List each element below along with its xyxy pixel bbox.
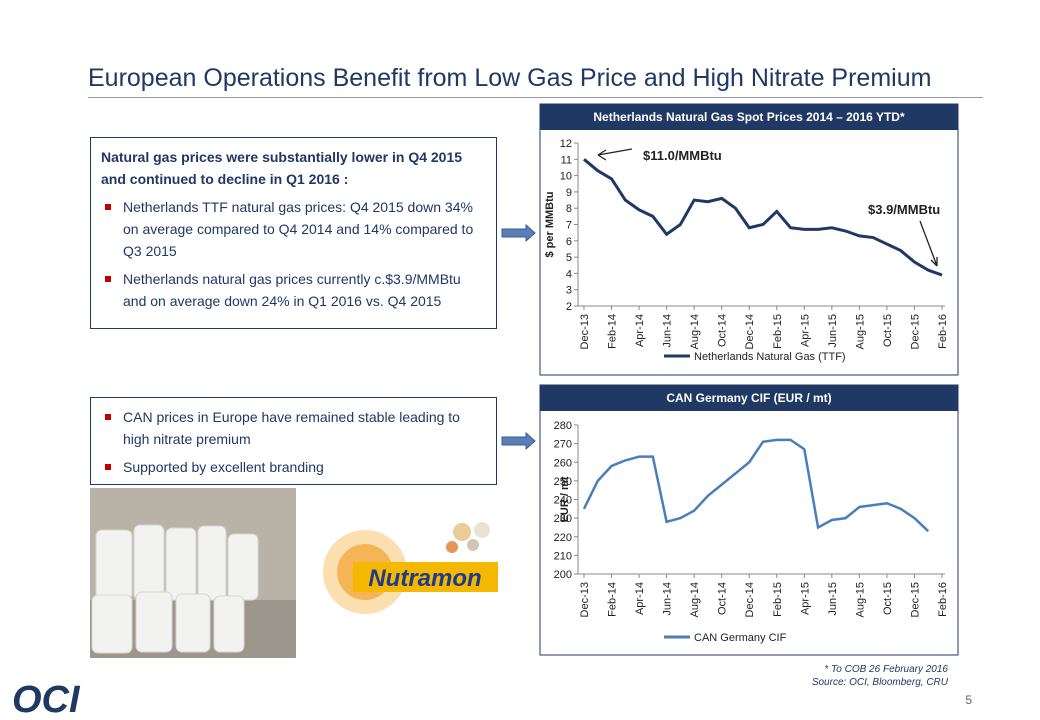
y-tick-label: 12	[560, 138, 572, 150]
y-tick-label: 260	[554, 457, 572, 469]
company-logo: OCI	[12, 679, 81, 720]
x-tick-label: Aug-15	[854, 314, 866, 349]
y-tick-label: 2	[566, 301, 572, 313]
legend-label: CAN Germany CIF	[694, 632, 787, 644]
y-tick-label: 220	[554, 532, 572, 544]
chart-title: CAN Germany CIF (EUR / mt)	[666, 391, 831, 405]
x-tick-label: Dec-14	[744, 314, 756, 349]
x-tick-label: Aug-14	[689, 314, 701, 349]
y-axis-label: EUR / mt	[559, 476, 571, 522]
y-tick-label: 6	[566, 236, 572, 248]
chart-title: Netherlands Natural Gas Spot Prices 2014…	[593, 110, 905, 124]
x-tick-label: Oct-14	[717, 582, 729, 615]
x-tick-label: Aug-15	[854, 582, 866, 617]
y-tick-label: 7	[566, 220, 572, 232]
chart-header	[540, 104, 958, 130]
bullet: Netherlands natural gas prices currently…	[105, 268, 486, 312]
x-tick-label: Feb-16	[937, 314, 949, 349]
series-line	[582, 438, 930, 533]
photo	[90, 488, 296, 658]
x-tick-label: Jun-14	[662, 582, 674, 616]
x-tick-label: Jun-14	[662, 314, 674, 348]
series-line	[583, 158, 943, 277]
text-box: Natural gas prices were substantially lo…	[90, 137, 497, 329]
bullet: Netherlands TTF natural gas prices: Q4 2…	[105, 196, 486, 262]
slide-title: European Operations Benefit from Low Gas…	[88, 64, 932, 92]
x-tick-label: Dec-13	[579, 314, 591, 349]
y-tick-label: 8	[566, 203, 572, 215]
x-tick-label: Feb-15	[772, 314, 784, 349]
x-tick-label: Dec-13	[579, 582, 591, 617]
x-tick-label: Oct-15	[882, 314, 894, 347]
x-tick-label: Dec-15	[909, 314, 921, 349]
annotation: $3.9/MMBtu	[868, 202, 940, 217]
annotation: $11.0/MMBtu	[643, 148, 722, 163]
y-tick-label: 11	[561, 154, 572, 166]
x-tick-label: Jun-15	[827, 314, 839, 348]
x-tick-label: Aug-14	[689, 582, 701, 617]
x-tick-label: Feb-14	[607, 314, 619, 349]
charts: Netherlands Natural Gas Spot Prices 2014…	[539, 103, 959, 656]
x-tick-label: Apr-15	[799, 582, 811, 615]
text-box: CAN prices in Europe have remained stabl…	[90, 397, 497, 485]
y-tick-label: 4	[566, 268, 572, 280]
bullet: Supported by excellent branding	[105, 456, 486, 478]
y-tick-label: 280	[554, 420, 572, 432]
y-tick-label: 3	[566, 285, 572, 297]
x-tick-label: Feb-14	[607, 582, 619, 617]
x-tick-label: Oct-15	[882, 582, 894, 615]
rule	[88, 97, 983, 98]
x-tick-label: Oct-14	[717, 314, 729, 347]
chart-header	[540, 385, 958, 411]
arrows	[501, 223, 536, 451]
page-number: 5	[965, 693, 972, 707]
source: Source: OCI, Bloomberg, CRU	[812, 677, 949, 688]
x-tick-label: Apr-15	[799, 314, 811, 347]
y-tick-label: 5	[566, 252, 572, 264]
brand-logo: Nutramon	[323, 522, 498, 614]
x-tick-label: Jun-15	[827, 582, 839, 616]
legend-label: Netherlands Natural Gas (TTF)	[694, 351, 846, 363]
chart-panel	[539, 103, 959, 376]
bullet: CAN prices in Europe have remained stabl…	[105, 406, 486, 450]
brand-name: Nutramon	[368, 565, 481, 592]
y-tick-label: 9	[566, 187, 572, 199]
x-tick-label: Dec-14	[744, 582, 756, 617]
y-tick-label: 230	[554, 513, 572, 525]
y-tick-label: 270	[554, 439, 572, 451]
x-tick-label: Apr-14	[634, 582, 646, 615]
y-axis-label: $ per MMBtu	[544, 192, 556, 258]
footnote: * To COB 26 February 2016	[824, 664, 948, 675]
y-tick-label: 10	[560, 171, 572, 183]
chart-panel	[539, 384, 959, 656]
y-tick-label: 240	[554, 495, 572, 507]
y-tick-label: 200	[554, 569, 572, 581]
annotation-arrow	[919, 220, 938, 267]
y-tick-label: 250	[554, 476, 572, 488]
box-heading: Natural gas prices were substantially lo…	[101, 149, 463, 187]
y-tick-label: 210	[554, 550, 572, 562]
x-tick-label: Apr-14	[634, 314, 646, 347]
x-tick-label: Dec-15	[909, 582, 921, 617]
x-tick-label: Feb-16	[937, 582, 949, 617]
x-tick-label: Feb-15	[772, 582, 784, 617]
annotation-arrow	[597, 148, 633, 161]
